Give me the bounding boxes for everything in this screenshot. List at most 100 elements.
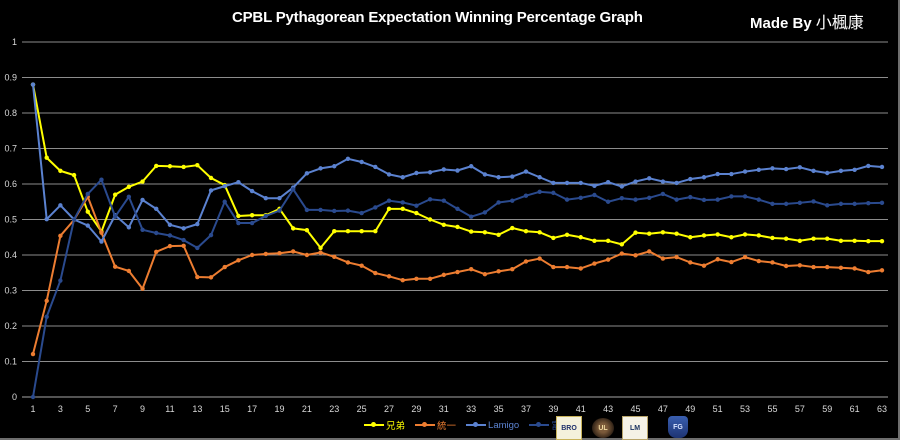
data-point bbox=[756, 167, 761, 172]
data-point bbox=[455, 269, 460, 275]
data-point bbox=[537, 189, 542, 195]
data-point bbox=[838, 201, 844, 207]
data-point bbox=[701, 233, 707, 238]
data-point bbox=[811, 236, 816, 241]
data-point bbox=[523, 193, 529, 198]
data-point bbox=[674, 254, 679, 260]
data-point bbox=[742, 254, 748, 260]
data-point bbox=[770, 260, 775, 265]
data-point bbox=[154, 206, 159, 212]
data-point bbox=[647, 195, 652, 201]
y-tick-label: 0.8 bbox=[4, 108, 17, 118]
data-point bbox=[660, 191, 666, 197]
data-point bbox=[715, 257, 720, 262]
series-line bbox=[32, 84, 882, 249]
data-point bbox=[879, 268, 885, 273]
data-point bbox=[852, 201, 857, 207]
x-tick-label: 15 bbox=[220, 404, 230, 414]
data-point bbox=[167, 233, 173, 238]
x-tick-label: 61 bbox=[850, 404, 860, 414]
data-point bbox=[455, 224, 460, 230]
y-tick-label: 0.4 bbox=[4, 250, 17, 260]
data-point bbox=[386, 206, 392, 212]
legend-swatch-icon bbox=[364, 422, 384, 427]
data-point bbox=[332, 254, 337, 259]
data-point bbox=[359, 210, 364, 216]
data-point bbox=[468, 164, 474, 169]
data-point bbox=[537, 230, 542, 235]
data-point bbox=[195, 221, 200, 227]
data-point bbox=[674, 231, 679, 236]
y-tick-label: 0 bbox=[12, 392, 17, 402]
data-point bbox=[222, 199, 227, 204]
data-point bbox=[564, 197, 570, 202]
chart-title: CPBL Pythagorean Expectation Winning Per… bbox=[232, 9, 643, 26]
data-point bbox=[688, 176, 693, 182]
data-point bbox=[359, 159, 364, 165]
data-point bbox=[660, 230, 666, 235]
data-point bbox=[181, 164, 186, 170]
data-point bbox=[510, 225, 515, 231]
legend-label: 統一 bbox=[437, 421, 457, 432]
legend-swatch-icon bbox=[529, 422, 550, 427]
team-logos: BRO UL LM FG bbox=[556, 416, 688, 440]
data-point bbox=[71, 217, 77, 222]
data-point bbox=[770, 235, 775, 241]
data-point bbox=[578, 235, 583, 240]
x-tick-label: 13 bbox=[192, 404, 202, 414]
x-tick-label: 35 bbox=[494, 404, 504, 414]
data-point bbox=[44, 314, 49, 319]
data-point bbox=[359, 229, 364, 234]
y-tick-label: 0.5 bbox=[4, 215, 17, 225]
data-point bbox=[30, 394, 36, 400]
data-point bbox=[619, 242, 625, 247]
credit-name: 小楓康 bbox=[815, 13, 864, 32]
data-point bbox=[468, 267, 474, 272]
data-point bbox=[373, 164, 378, 170]
data-point bbox=[633, 230, 638, 235]
data-point bbox=[126, 225, 132, 230]
series-0 bbox=[30, 82, 885, 251]
x-tick-label: 19 bbox=[274, 404, 284, 414]
data-point bbox=[400, 278, 405, 283]
legend-item-lamigo: Lamigo bbox=[466, 420, 519, 431]
data-point bbox=[468, 229, 474, 234]
data-point bbox=[564, 180, 570, 186]
data-point bbox=[400, 200, 405, 205]
data-point bbox=[30, 351, 36, 357]
data-point bbox=[811, 168, 816, 174]
data-point bbox=[58, 203, 63, 208]
data-point bbox=[797, 263, 803, 268]
data-point bbox=[633, 197, 638, 202]
data-point bbox=[318, 250, 323, 255]
data-point bbox=[58, 168, 63, 174]
data-point bbox=[345, 260, 351, 265]
data-point bbox=[482, 271, 488, 277]
data-point bbox=[592, 183, 597, 188]
data-point bbox=[605, 180, 611, 185]
data-point bbox=[455, 168, 460, 173]
x-tick-label: 57 bbox=[795, 404, 805, 414]
x-tick-label: 33 bbox=[466, 404, 476, 414]
data-point bbox=[249, 220, 255, 226]
data-point bbox=[783, 166, 789, 172]
data-point bbox=[783, 201, 789, 207]
x-tick-label: 5 bbox=[85, 404, 90, 414]
data-point bbox=[770, 166, 775, 171]
data-point bbox=[825, 264, 830, 270]
data-point bbox=[742, 169, 748, 174]
data-point bbox=[167, 243, 173, 249]
data-point bbox=[277, 196, 282, 201]
data-point bbox=[811, 264, 816, 270]
x-tick-label: 27 bbox=[384, 404, 394, 414]
data-point bbox=[688, 260, 693, 265]
series-3 bbox=[30, 177, 885, 400]
data-point bbox=[551, 235, 556, 241]
data-point bbox=[427, 197, 433, 202]
x-tick-label: 47 bbox=[658, 404, 668, 414]
data-point bbox=[482, 230, 488, 235]
data-point bbox=[496, 269, 501, 274]
data-point bbox=[167, 164, 173, 169]
x-tick-label: 25 bbox=[357, 404, 367, 414]
data-point bbox=[195, 162, 200, 168]
